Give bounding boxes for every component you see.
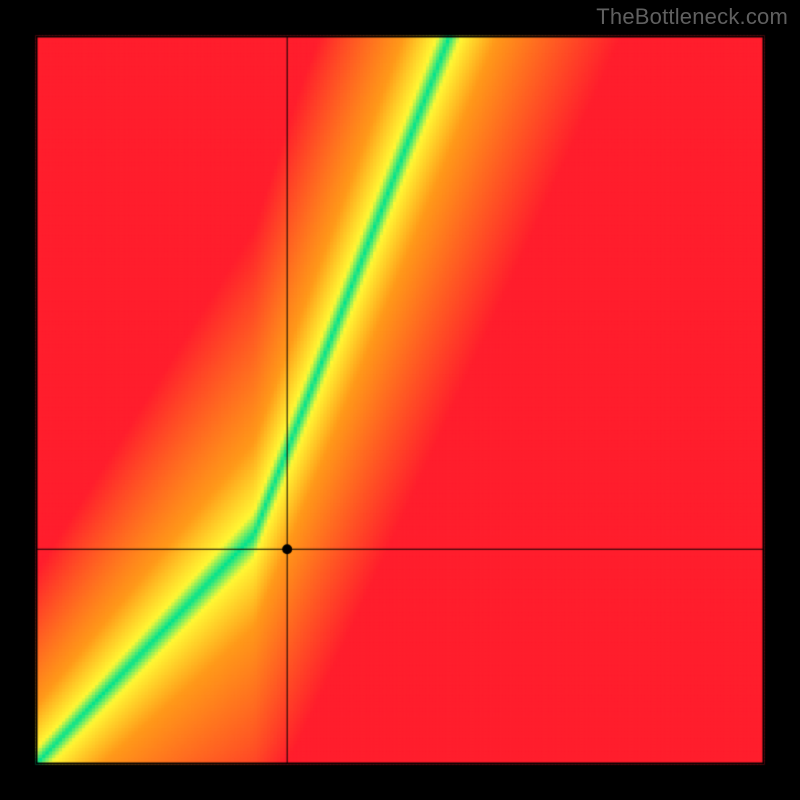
chart-container: TheBottleneck.com bbox=[0, 0, 800, 800]
bottleneck-heatmap bbox=[0, 0, 800, 800]
watermark-label: TheBottleneck.com bbox=[596, 4, 788, 30]
